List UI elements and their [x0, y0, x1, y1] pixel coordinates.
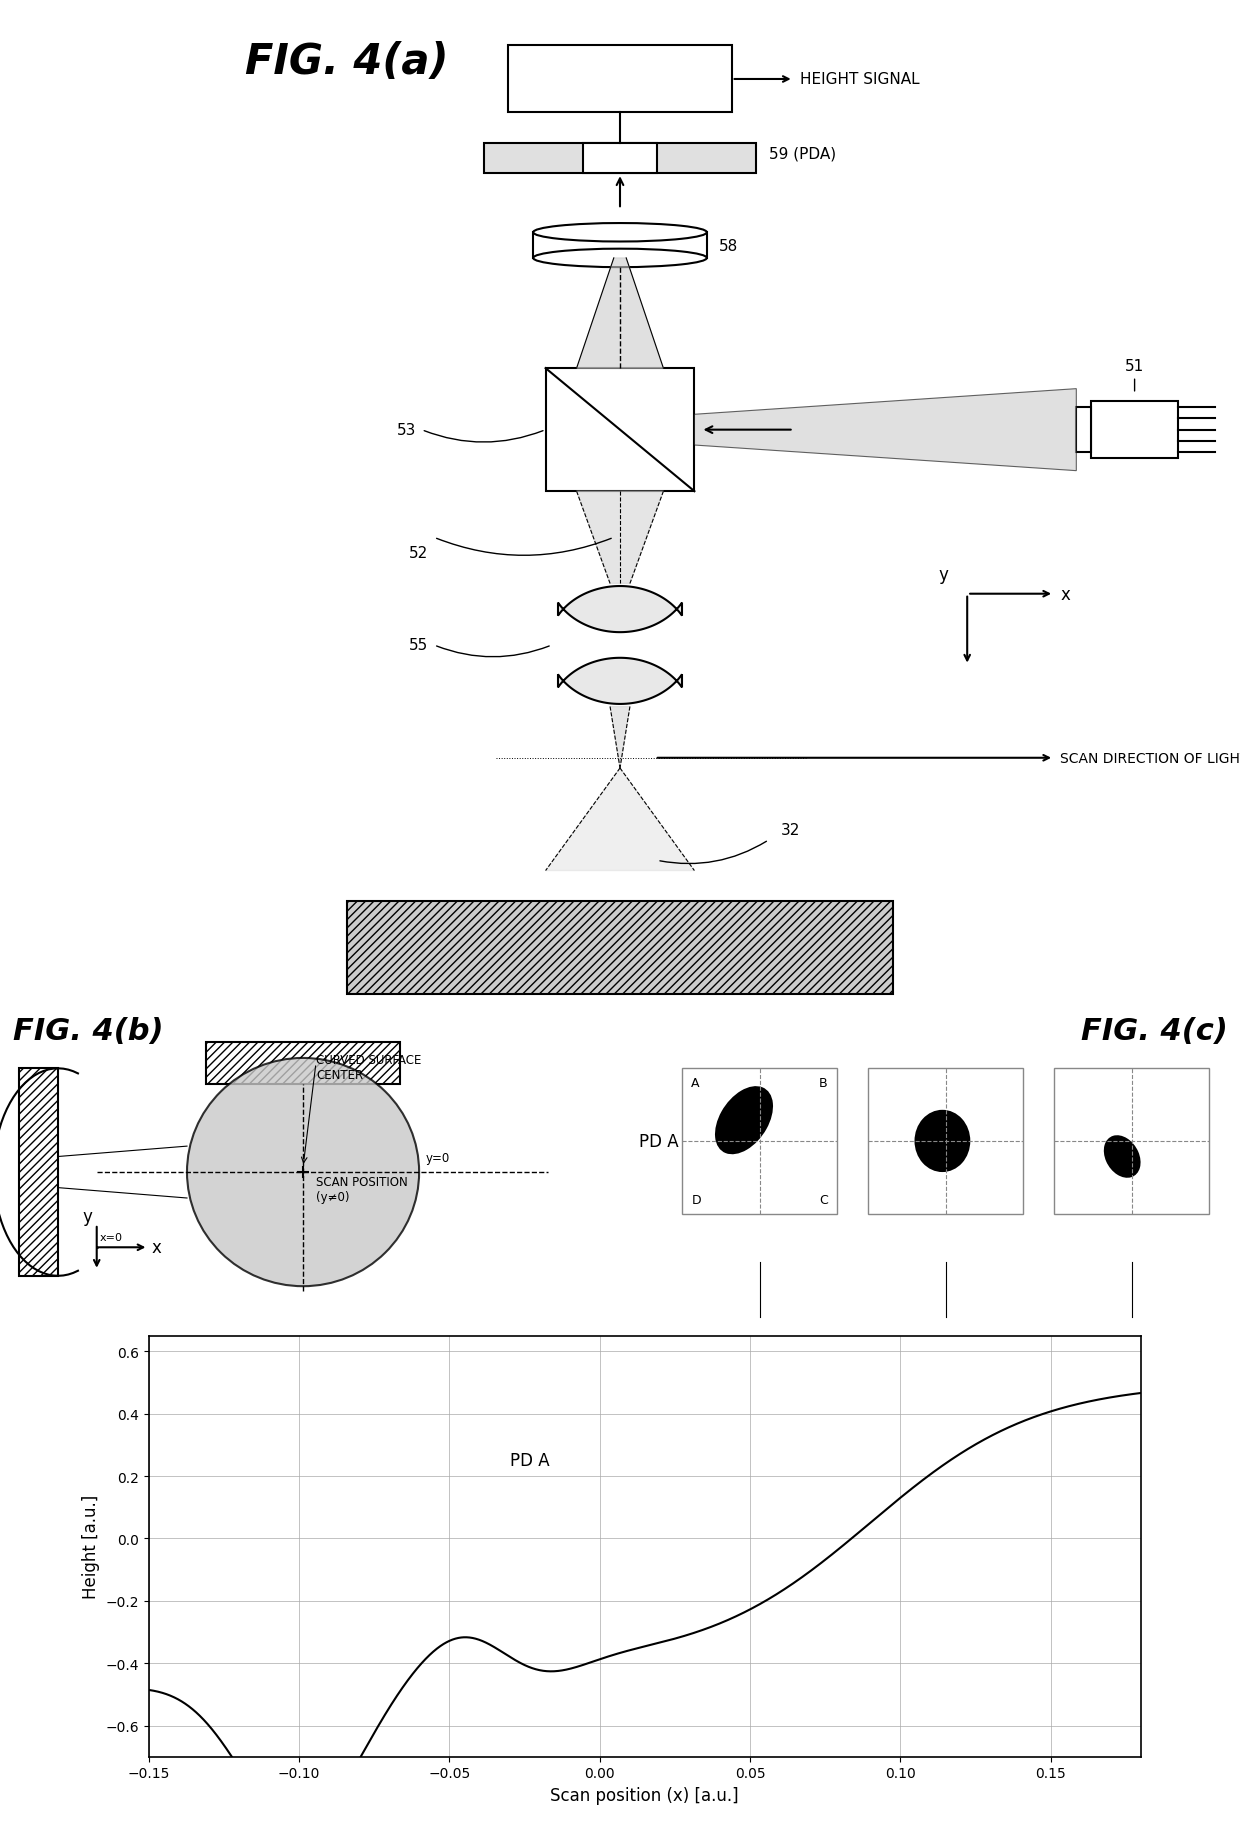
Text: CURVED SURFACE
CENTER: CURVED SURFACE CENTER: [316, 1052, 422, 1082]
Text: B: B: [820, 1076, 828, 1089]
Text: PD A: PD A: [510, 1451, 549, 1469]
Text: y=0: y=0: [425, 1151, 450, 1164]
Bar: [347, 902, 893, 994]
Bar: [1076, 408, 1091, 454]
Bar: [484, 143, 756, 174]
Bar: [206, 1043, 399, 1083]
Bar: [868, 1069, 1023, 1213]
Text: A: A: [692, 1076, 699, 1089]
Y-axis label: Height [a.u.]: Height [a.u.]: [82, 1495, 100, 1598]
Ellipse shape: [187, 1058, 419, 1286]
Bar: [508, 46, 732, 113]
Text: SCAN DIRECTION OF LIGHT: SCAN DIRECTION OF LIGHT: [1060, 752, 1240, 765]
Bar: [583, 143, 657, 174]
Ellipse shape: [715, 1087, 773, 1155]
Text: x: x: [1060, 586, 1070, 604]
Text: y: y: [82, 1208, 92, 1226]
Text: 32: 32: [781, 824, 801, 838]
Text: FIG. 4(a): FIG. 4(a): [246, 40, 449, 82]
Text: 58: 58: [719, 238, 739, 253]
Bar: [682, 1069, 837, 1213]
Ellipse shape: [1104, 1136, 1141, 1179]
Text: D: D: [692, 1193, 701, 1206]
Text: 55: 55: [409, 639, 429, 653]
Text: 52: 52: [409, 545, 429, 560]
Bar: [546, 370, 694, 492]
Polygon shape: [558, 659, 682, 705]
Polygon shape: [610, 706, 630, 769]
Polygon shape: [577, 492, 663, 584]
Polygon shape: [694, 390, 1076, 472]
Polygon shape: [577, 258, 663, 370]
Text: C: C: [818, 1193, 828, 1206]
Text: FIG. 4(b): FIG. 4(b): [12, 1017, 164, 1047]
Ellipse shape: [533, 223, 707, 242]
Bar: [20, 1069, 58, 1276]
Text: x=0: x=0: [100, 1232, 123, 1243]
Bar: [1054, 1069, 1209, 1213]
Text: HEIGHT SIGNAL: HEIGHT SIGNAL: [800, 73, 919, 88]
Polygon shape: [558, 587, 682, 633]
Text: 53: 53: [397, 423, 417, 437]
X-axis label: Scan position (x) [a.u.]: Scan position (x) [a.u.]: [551, 1786, 739, 1804]
Text: 51: 51: [1125, 359, 1145, 373]
Text: FIG. 4(c): FIG. 4(c): [1081, 1017, 1228, 1047]
Text: SCAN POSITION
(y≠0): SCAN POSITION (y≠0): [316, 1175, 408, 1202]
Text: PD A: PD A: [639, 1133, 678, 1151]
Polygon shape: [546, 769, 694, 871]
Text: 59 (PDA): 59 (PDA): [769, 146, 836, 161]
Ellipse shape: [915, 1111, 971, 1173]
Text: x: x: [151, 1239, 161, 1257]
Bar: [1091, 403, 1178, 459]
Text: y: y: [939, 565, 949, 584]
Ellipse shape: [533, 249, 707, 267]
